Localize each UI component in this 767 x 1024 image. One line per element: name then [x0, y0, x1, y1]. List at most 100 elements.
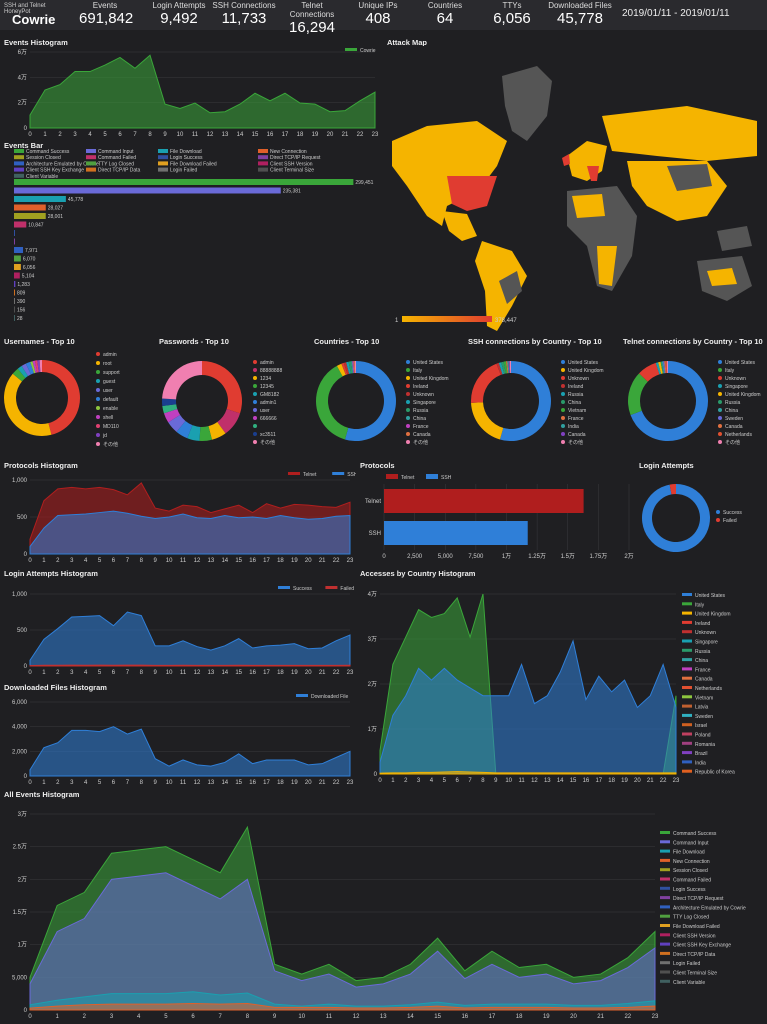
x-tick-label: 13: [380, 1014, 387, 1020]
x-tick-label: 18: [277, 780, 284, 786]
legend-dot: [561, 424, 565, 428]
usernames-donut-chart: admin root support guest user default enable sh…: [3, 352, 120, 448]
legend-label: Russia: [725, 400, 741, 406]
brand[interactable]: SSH and Telnet HoneyPot Cowrie: [0, 0, 70, 30]
legend-swatch: [14, 161, 24, 166]
map-region-united-states[interactable]: [447, 176, 497, 211]
legend-label: United Kingdom: [568, 368, 604, 374]
legend-dot: [406, 408, 410, 412]
map-region-north-africa[interactable]: [572, 194, 605, 218]
x-tick-label: 12: [353, 1014, 360, 1020]
pie-slice-sweden: [663, 361, 666, 374]
legend-dot: [718, 392, 722, 396]
x-tick-label: 0: [382, 554, 386, 560]
pie-slice-md110: [34, 360, 39, 373]
legend-label: Vietnam: [568, 408, 586, 414]
pie-slice-china: [661, 361, 665, 374]
x-tick-label: 3: [73, 132, 77, 138]
legend-dot: [718, 384, 722, 388]
x-tick-label: 3: [417, 778, 421, 784]
map-region-greenland: [502, 66, 552, 141]
map-region-sa-gray: [499, 271, 522, 304]
y-tick-label: 0: [24, 552, 28, 558]
map-region-south-africa[interactable]: [597, 246, 617, 286]
x-tick-label: 1: [42, 670, 46, 676]
legend-label: United States: [725, 360, 756, 366]
title-events-histogram: Events Histogram: [4, 38, 68, 47]
pie-slice-united-states: [344, 361, 396, 441]
series-area-downloaded-file: [29, 726, 351, 777]
map-region-russia[interactable]: [602, 106, 757, 161]
legend-swatch: [660, 924, 670, 927]
bar-value-label: 45,778: [68, 197, 84, 203]
x-tick-label: 12: [531, 778, 538, 784]
stat-ssh-connections: SSH Connections 11,733: [212, 1, 276, 27]
stat-label: Countries: [427, 1, 463, 10]
x-tick-label: 9: [273, 1014, 277, 1020]
series-area-new-connection: [29, 1002, 656, 1011]
legend-swatch: [682, 723, 692, 727]
legend-label: China: [695, 658, 708, 664]
x-tick-label: 17: [489, 1014, 496, 1020]
pie-slice-canada: [353, 361, 356, 374]
pie-slice-unknown: [343, 362, 350, 375]
legend-swatch: [682, 741, 692, 745]
bar-command-success: [14, 179, 354, 185]
x-tick-label: 4: [137, 1014, 141, 1020]
legend-label: Unknown: [568, 376, 589, 382]
x-tick-label: 18: [516, 1014, 523, 1020]
map-region-uk-ireland[interactable]: [562, 154, 570, 166]
x-tick-label: 13: [208, 558, 215, 564]
map-region-italy[interactable]: [587, 166, 599, 181]
legend-label: Session Closed: [673, 868, 708, 874]
legend-swatch: [682, 676, 692, 680]
legend-dot: [718, 432, 722, 436]
pie-slice-singapore: [655, 362, 662, 375]
legend-label: Telnet: [303, 472, 317, 478]
pie-slice-ireland: [341, 362, 348, 375]
x-tick-label: 15: [235, 558, 242, 564]
legend-swatch: [682, 611, 692, 615]
legend-label: Russia: [413, 408, 429, 414]
date-range-picker[interactable]: 2019/01/11 - 2019/01/11: [622, 8, 730, 19]
x-tick-label: 5: [98, 558, 102, 564]
legend-label: United States: [695, 593, 726, 599]
legend-dot: [406, 440, 410, 444]
x-tick-label: 15: [235, 780, 242, 786]
legend-label: Italy: [725, 368, 735, 374]
x-tick-label: 20: [305, 558, 312, 564]
legend-label: Client SSH Version: [270, 161, 313, 167]
stat-label: Login Attempts: [152, 1, 206, 10]
map-region-mexico[interactable]: [442, 211, 477, 241]
bar-session-closed: [14, 213, 46, 219]
brand-subtitle: SSH and Telnet HoneyPot: [4, 3, 46, 15]
legend-label: China: [413, 416, 426, 422]
legend-dot: [561, 368, 565, 372]
map-region-canada-alaska[interactable]: [392, 121, 507, 226]
x-tick-label: 15: [252, 132, 259, 138]
legend-label: Israel: [695, 723, 707, 729]
map-region-australia-highlight[interactable]: [707, 268, 737, 286]
bar-value-label: 299,451: [355, 180, 373, 186]
legend-swatch: [386, 474, 398, 479]
legend-dot: [253, 416, 257, 420]
y-tick-label: 3万: [368, 636, 377, 643]
legend-swatch: [660, 858, 670, 862]
pie-slice-russia: [498, 362, 505, 375]
attack-map[interactable]: 1 378,447: [387, 46, 767, 332]
legend-label: Downloaded File: [311, 694, 348, 700]
x-tick-label: 21: [319, 670, 326, 676]
legend-label: Client Variable: [673, 980, 705, 986]
legend-swatch: [660, 951, 670, 955]
series-area-cowrie: [29, 54, 376, 129]
pie-slice-success: [642, 484, 710, 552]
x-tick-label: 1: [42, 558, 46, 564]
x-tick-label: 10: [166, 670, 173, 676]
legend-swatch: [345, 48, 357, 51]
x-tick-label: 12: [194, 558, 201, 564]
pie-slice-666666: [163, 409, 181, 423]
category-label: Telnet: [365, 499, 381, 505]
legend-dot: [406, 424, 410, 428]
legend-swatch: [258, 155, 268, 160]
x-tick-label: 0: [28, 1014, 32, 1020]
